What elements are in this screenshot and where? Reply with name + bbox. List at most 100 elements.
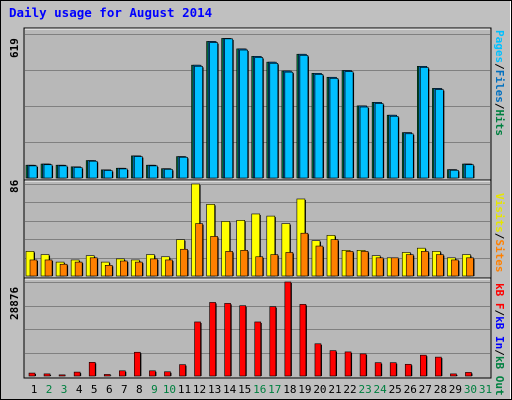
top-ylabel: 619 — [8, 38, 21, 58]
kbf-bar — [344, 351, 352, 377]
kbf-bar — [134, 351, 141, 377]
pages-bar — [465, 164, 474, 179]
pages-bar — [88, 160, 98, 179]
kbf-bar — [119, 370, 126, 377]
legend-pages: Pages — [493, 30, 506, 64]
sites-bar — [270, 254, 279, 277]
kbf-bar — [299, 304, 307, 377]
x-tick-label: 5 — [91, 383, 98, 396]
x-tick-label: 16 — [253, 383, 266, 396]
sites-bar — [240, 250, 248, 277]
x-tick-label: 13 — [208, 383, 221, 396]
pages-bar — [404, 133, 414, 179]
x-tick-label: 6 — [106, 383, 113, 396]
sites-bar — [390, 257, 399, 277]
sites-bar — [74, 261, 83, 277]
legend-sites: Sites — [493, 239, 506, 273]
x-tick-label: 28 — [434, 383, 447, 396]
x-tick-label: 27 — [419, 383, 432, 396]
kbf-bar — [389, 362, 397, 377]
sites-bar — [210, 236, 218, 277]
legend-visits: Visits — [493, 193, 506, 233]
sites-bar — [44, 259, 53, 277]
sites-bar — [165, 259, 173, 277]
kbf-bar — [284, 281, 292, 377]
sites-bar — [315, 245, 324, 277]
sites-bar — [375, 257, 384, 277]
kbf-bar — [419, 354, 427, 377]
x-tick-label: 12 — [193, 383, 206, 396]
kbf-bar — [239, 305, 246, 377]
x-tick-label: 10 — [163, 383, 176, 396]
pages-bar — [374, 103, 384, 179]
pages-bar — [28, 165, 38, 179]
kbf-bar — [164, 371, 171, 377]
sites-bar — [451, 259, 459, 277]
sites-bar — [59, 263, 68, 277]
pages-bar — [179, 156, 188, 179]
kbf-bar — [269, 306, 277, 377]
kbf-bar — [28, 372, 36, 377]
sites-bar — [255, 256, 264, 277]
sites-bar — [466, 257, 474, 277]
pages-bar — [194, 66, 203, 179]
x-tick-label: 3 — [61, 383, 68, 396]
kbf-bar — [224, 303, 231, 377]
sites-bar — [150, 258, 158, 277]
middle-legend: Visits/Sites — [493, 193, 506, 273]
sites-bar — [330, 239, 339, 277]
sites-bar — [195, 223, 203, 277]
kbf-bar — [179, 364, 186, 377]
top-legend: Pages/Files/Hits — [493, 30, 506, 136]
x-tick-label: 25 — [389, 383, 402, 396]
pages-bar — [284, 71, 294, 179]
legend-kbout: kB Out — [493, 355, 506, 396]
sites-bar — [300, 232, 309, 277]
pages-bar — [134, 156, 143, 179]
legend-hits: Hits — [493, 109, 506, 137]
x-tick-label: 14 — [223, 383, 237, 396]
sites-bar — [360, 251, 369, 277]
sites-bar — [135, 261, 143, 277]
kbf-bar — [194, 321, 201, 377]
sites-bar — [180, 248, 188, 277]
x-tick-label: 24 — [374, 383, 388, 396]
pages-bar — [119, 168, 128, 179]
x-tick-label: 26 — [404, 383, 417, 396]
kbf-bar — [314, 343, 322, 377]
legend-sep: / — [493, 349, 506, 356]
sites-bar — [120, 260, 128, 277]
kbf-bar — [359, 353, 367, 377]
kbf-bar — [254, 321, 262, 377]
sites-bar — [89, 257, 98, 277]
kbf-bar — [58, 374, 66, 377]
kbf-bar — [465, 372, 472, 377]
sites-bar — [420, 251, 429, 277]
pages-bar — [450, 170, 459, 179]
kbf-bar — [404, 363, 412, 377]
kbf-bar — [88, 362, 96, 377]
pages-bar — [389, 116, 399, 179]
x-tick-label: 8 — [136, 383, 143, 396]
x-tick-label: 15 — [238, 383, 251, 396]
legend-kbin: kB In — [493, 316, 506, 350]
x-tick-label: 20 — [313, 383, 326, 396]
pages-bar — [43, 164, 53, 179]
pages-bar — [149, 165, 158, 179]
x-tick-label: 21 — [328, 383, 341, 396]
x-tick-label: 19 — [298, 383, 311, 396]
x-tick-label: 30 — [464, 383, 477, 396]
middle-ylabel: 86 — [8, 179, 21, 193]
x-tick-label: 11 — [178, 383, 191, 396]
pages-bar — [254, 57, 264, 179]
sites-bar — [29, 259, 38, 277]
sites-bar — [225, 251, 233, 277]
bottom-legend: kB F/kB In/kB Out — [493, 283, 506, 396]
pages-bar — [58, 165, 68, 179]
pages-bar — [359, 106, 369, 179]
legend-files: Files — [493, 69, 506, 103]
sites-bar — [436, 254, 444, 277]
kbf-bar — [43, 373, 51, 377]
x-tick-label: 29 — [449, 383, 462, 396]
